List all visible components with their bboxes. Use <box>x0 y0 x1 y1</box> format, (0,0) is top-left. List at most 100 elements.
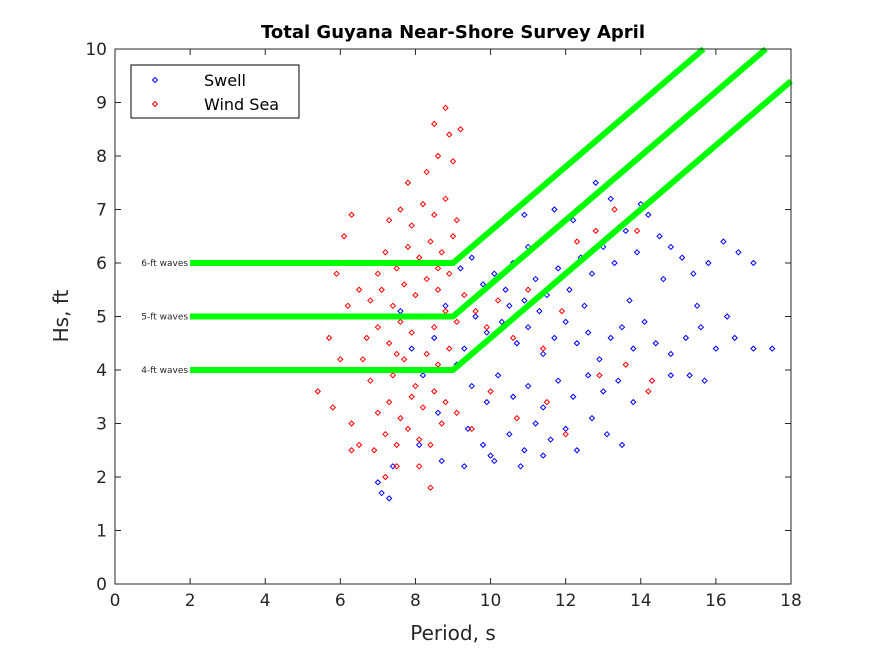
point-swell-16 <box>633 249 641 256</box>
point-swell-28 <box>551 206 558 213</box>
point-swell-23 <box>720 238 727 245</box>
point-wind-sea-59 <box>431 120 438 128</box>
point-wind-sea-72 <box>355 441 363 449</box>
point-wind-sea-87 <box>592 227 599 235</box>
x-tick-label: 16 <box>705 591 727 611</box>
point-swell-71 <box>491 457 498 465</box>
legend: Swell Wind Sea <box>130 64 300 119</box>
y-tick-label: 5 <box>96 308 107 328</box>
point-swell-18 <box>656 233 663 240</box>
point-wind-sea-0 <box>370 447 378 454</box>
point-swell-27 <box>607 195 614 203</box>
point-wind-sea-26 <box>397 318 404 326</box>
y-tick-label: 2 <box>96 468 107 488</box>
point-swell-82 <box>487 452 494 459</box>
point-swell-77 <box>573 447 581 454</box>
point-swell-45 <box>652 340 660 347</box>
point-swell-96 <box>438 457 445 465</box>
point-wind-sea-24 <box>374 323 382 331</box>
point-swell-37 <box>562 318 569 326</box>
point-swell-31 <box>483 329 491 336</box>
point-swell-6 <box>521 297 528 304</box>
point-wind-sea-75 <box>415 463 423 470</box>
point-wind-sea-73 <box>348 447 355 454</box>
point-swell-17 <box>645 211 652 219</box>
point-swell-86 <box>431 334 438 342</box>
point-wind-sea-66 <box>344 302 352 310</box>
point-swell-19 <box>667 243 675 251</box>
point-wind-sea-15 <box>367 377 374 384</box>
point-wind-sea-63 <box>348 211 355 219</box>
point-wind-sea-38 <box>434 286 442 293</box>
point-swell-25 <box>750 259 757 267</box>
point-wind-sea-86 <box>573 238 581 245</box>
point-swell-39 <box>584 329 592 336</box>
y-axis-label: Hs, ft <box>49 289 73 342</box>
point-swell-55 <box>494 372 502 379</box>
point-swell-30 <box>472 313 479 320</box>
point-wind-sea-97 <box>648 377 656 384</box>
point-wind-sea-29 <box>431 323 438 331</box>
point-swell-44 <box>641 318 648 326</box>
point-wind-sea-68 <box>337 356 344 363</box>
point-swell-104 <box>693 302 701 310</box>
legend-label-wind-sea: Wind Sea <box>204 95 279 114</box>
point-wind-sea-89 <box>633 227 641 235</box>
point-wind-sea-92 <box>543 398 551 406</box>
point-swell-9 <box>554 265 562 272</box>
point-wind-sea-2 <box>393 441 400 449</box>
x-tick-label: 12 <box>555 591 577 611</box>
point-wind-sea-7 <box>374 409 382 417</box>
point-wind-sea-45 <box>427 238 434 245</box>
point-swell-21 <box>690 270 697 277</box>
point-wind-sea-6 <box>438 420 445 427</box>
point-wind-sea-56 <box>423 168 430 176</box>
point-wind-sea-103 <box>359 356 367 363</box>
point-swell-10 <box>566 286 573 293</box>
y-axis-ticks: 0 1 2 3 4 5 6 7 8 9 10 <box>85 40 791 595</box>
x-tick-label: 8 <box>410 591 421 611</box>
point-swell-33 <box>513 340 521 347</box>
x-tick-label: 10 <box>480 591 502 611</box>
point-swell-15 <box>622 227 629 235</box>
point-wind-sea-34 <box>389 302 397 310</box>
point-swell-66 <box>667 372 675 379</box>
point-swell-78 <box>588 414 596 422</box>
point-wind-sea-46 <box>438 249 445 256</box>
legend-box <box>130 64 300 119</box>
point-swell-14 <box>611 259 618 267</box>
point-wind-sea-55 <box>404 179 412 186</box>
point-swell-51 <box>750 345 757 352</box>
point-swell-93 <box>374 479 382 486</box>
point-swell-12 <box>588 270 596 277</box>
point-swell-79 <box>603 430 611 438</box>
point-wind-sea-64 <box>340 233 348 240</box>
point-wind-sea-43 <box>404 243 412 251</box>
chart-title: Total Guyana Near-Shore Survey April <box>261 22 645 43</box>
point-wind-sea-76 <box>427 484 434 491</box>
point-swell-105 <box>723 313 731 320</box>
y-tick-label: 8 <box>96 147 107 167</box>
point-swell-43 <box>630 345 637 352</box>
y-tick-label: 1 <box>96 522 107 542</box>
point-swell-101 <box>581 302 588 310</box>
x-tick-label: 4 <box>260 591 271 611</box>
point-wind-sea-58 <box>446 131 453 138</box>
point-wind-sea-4 <box>415 436 423 443</box>
point-swell-29 <box>521 211 528 219</box>
point-wind-sea-51 <box>419 200 427 208</box>
point-wind-sea-49 <box>397 206 404 213</box>
point-swell-80 <box>618 441 626 449</box>
y-tick-label: 4 <box>96 361 107 381</box>
point-swell-84 <box>539 452 547 459</box>
point-swell-4 <box>502 286 509 293</box>
point-swell-57 <box>524 382 532 390</box>
point-wind-sea-91 <box>513 414 521 422</box>
point-wind-sea-50 <box>408 222 415 229</box>
point-swell-59 <box>554 377 562 384</box>
point-wind-sea-101 <box>434 265 442 272</box>
point-wind-sea-41 <box>382 249 389 256</box>
x-tick-label: 14 <box>630 591 652 611</box>
point-wind-sea-31 <box>453 318 460 326</box>
point-wind-sea-10 <box>408 393 415 400</box>
